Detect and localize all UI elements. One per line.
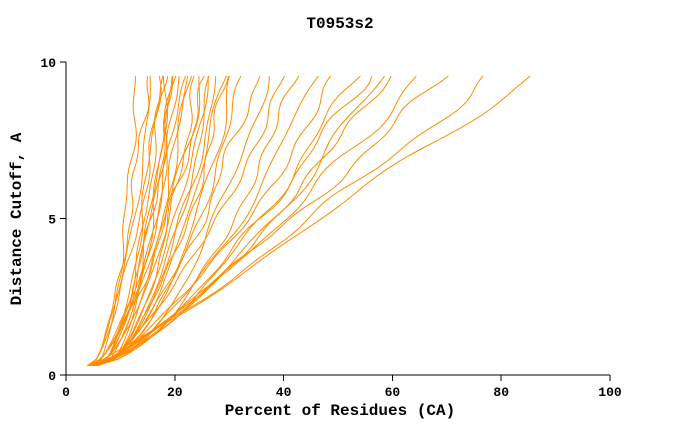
x-tick-label: 0 <box>62 385 70 400</box>
curve <box>96 75 169 367</box>
curve <box>86 75 177 367</box>
y-tick-label: 10 <box>40 56 56 71</box>
x-tick-label: 60 <box>385 385 401 400</box>
y-tick-label: 5 <box>48 213 56 228</box>
curve <box>90 75 186 367</box>
tick-labels: 0 20 40 60 80 100 0 5 10 <box>40 56 622 400</box>
curve <box>90 75 300 367</box>
curve <box>94 76 137 366</box>
curve <box>90 75 332 367</box>
curve <box>96 75 195 367</box>
curve <box>95 76 189 367</box>
curve <box>90 75 242 367</box>
curve <box>88 75 205 367</box>
curve <box>87 76 150 366</box>
curve <box>92 76 270 367</box>
curve <box>96 75 261 367</box>
curve <box>92 75 285 367</box>
x-tick-label: 40 <box>276 385 292 400</box>
curve <box>88 75 164 366</box>
y-axis-label: Distance Cutoff, A <box>8 132 26 306</box>
curve <box>95 76 209 367</box>
y-tick-label: 0 <box>48 369 56 384</box>
curve <box>90 75 192 367</box>
curve <box>92 76 201 367</box>
x-axis-label: Percent of Residues (CA) <box>224 402 456 420</box>
x-tick-label: 100 <box>598 385 622 400</box>
curve <box>91 75 227 367</box>
curve <box>91 75 449 367</box>
curves <box>86 75 531 367</box>
curve <box>95 75 229 367</box>
chart-title: T0953s2 <box>306 15 374 33</box>
x-tick-label: 80 <box>493 385 509 400</box>
curve <box>93 76 217 367</box>
curve <box>92 75 531 367</box>
curve <box>88 76 151 366</box>
curve <box>95 75 484 367</box>
axes <box>60 61 611 381</box>
x-tick-label: 20 <box>167 385 183 400</box>
